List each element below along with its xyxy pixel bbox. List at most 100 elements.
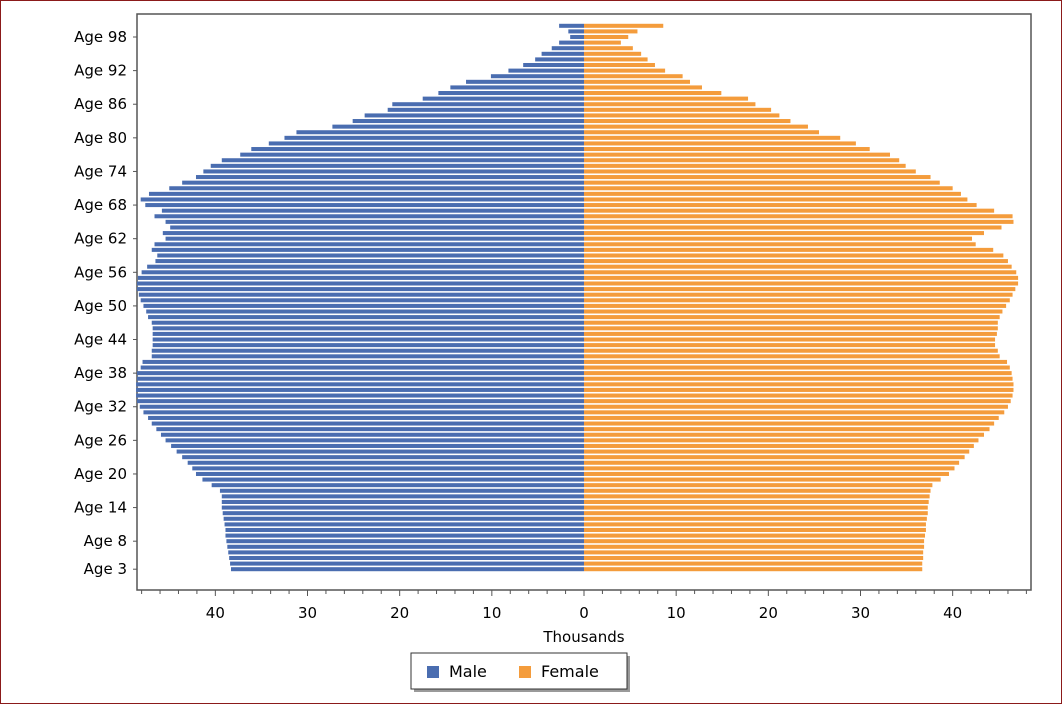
female-bar [584,203,977,208]
female-bar [584,119,791,124]
female-bar [584,287,1016,292]
male-bar [137,376,584,381]
male-bar [195,175,584,180]
male-bar [139,404,584,409]
female-bar [584,438,979,443]
male-bar [151,348,584,353]
male-bar [152,326,585,331]
male-bar [230,561,584,566]
female-bar [584,107,772,112]
male-bar [154,242,584,247]
male-bar [228,550,585,555]
female-bar [584,292,1013,297]
female-bar [584,483,933,488]
x-tick-label: 10 [667,604,686,622]
female-bar [584,51,642,56]
female-bar [584,91,722,96]
male-bar [240,152,585,157]
male-bar [145,203,584,208]
male-bar [157,253,584,258]
female-bar [584,175,931,180]
male-bar [140,365,585,370]
x-tick-label: 20 [759,604,778,622]
y-tick-label: Age 50 [74,297,127,315]
x-tick-label: 40 [943,604,962,622]
male-bar [136,387,584,392]
male-bar [154,214,584,219]
male-bar [559,23,584,28]
male-bar [152,331,585,336]
female-bar [584,499,929,504]
female-bar [584,348,998,353]
male-bar [535,57,584,62]
female-bar [584,23,664,28]
male-bar [221,494,584,499]
female-bars [584,23,1019,572]
male-bar [332,124,584,129]
female-bar [584,247,994,252]
male-bar [152,343,585,348]
female-bar [584,281,1019,286]
male-bar [466,79,584,84]
male-bar [570,34,584,40]
male-bar [225,533,585,538]
female-bar [584,214,1013,219]
female-bar [584,561,923,566]
male-bar [490,74,584,79]
y-tick-label: Age 62 [74,230,127,248]
male-bar [162,231,584,236]
female-bar [584,180,940,185]
female-bar [584,135,841,140]
female-bar [584,96,749,101]
female-bar [584,477,941,482]
female-bar [584,303,1007,308]
female-bar [584,309,1003,314]
female-bar [584,158,900,163]
male-bar [171,443,585,448]
female-bar [584,539,925,544]
female-bar [584,225,1002,230]
female-bar [584,421,995,426]
male-bar [155,259,584,264]
male-bar [284,135,584,140]
female-bar [584,376,1013,381]
legend-label-male: Male [449,662,487,681]
male-bar [187,460,584,465]
male-bar [551,46,584,51]
female-bar [584,533,926,538]
female-bar [584,57,648,62]
female-bar [584,163,906,168]
female-bar [584,443,974,448]
male-bar [226,539,584,544]
male-bar [202,477,584,482]
y-tick-label: Age 86 [74,95,127,113]
male-bar [169,186,584,191]
female-bar [584,466,955,471]
male-bar [221,505,584,510]
y-tick-label: Age 80 [74,129,127,147]
female-bar [584,511,928,516]
male-bar [352,119,584,124]
female-bar [584,242,976,247]
female-bar [584,550,924,555]
male-bar [151,320,584,325]
male-bar [141,270,584,275]
male-bar [223,516,584,521]
female-bar [584,331,997,336]
y-tick-label: Age 92 [74,62,127,80]
female-bar [584,449,970,454]
male-bar [137,281,584,286]
male-bar [438,91,584,96]
female-bar [584,488,931,493]
female-bar [584,208,995,213]
y-tick-label: Age 38 [74,364,127,382]
female-bar [584,46,633,51]
female-bar [584,326,998,331]
female-bar [584,399,1011,404]
male-bar [148,315,584,320]
male-bar [161,208,585,213]
female-bar [584,410,1005,415]
y-tick-label: Age 56 [74,263,127,281]
